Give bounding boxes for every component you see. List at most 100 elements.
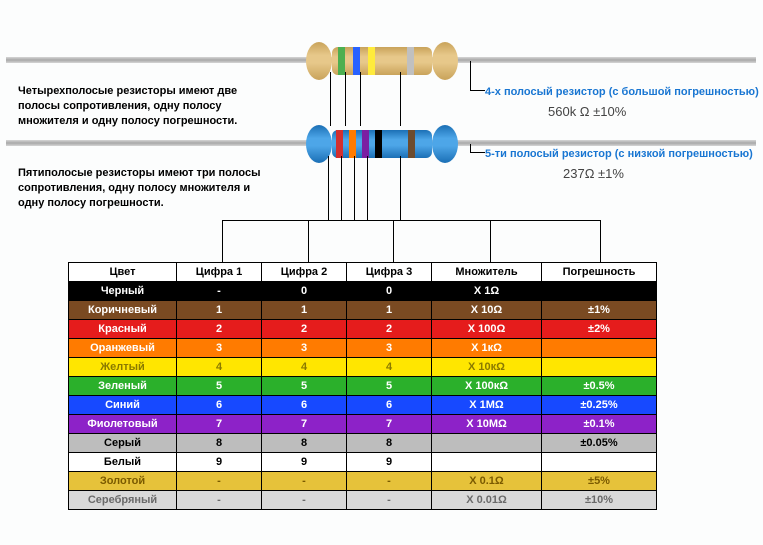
table-cell	[432, 453, 542, 472]
table-cell: Желтый	[69, 358, 177, 377]
table-cell: 9	[262, 453, 347, 472]
conn-line	[341, 156, 342, 220]
table-cell: ±5%	[542, 472, 657, 491]
table-row: Фиолетовый777X 10MΩ±0.1%	[69, 415, 657, 434]
table-cell: -	[177, 491, 262, 510]
conn-line	[360, 72, 361, 126]
table-row: Желтый444X 10кΩ	[69, 358, 657, 377]
table-cell: Зеленый	[69, 377, 177, 396]
table-row: Черный-00X 1Ω	[69, 282, 657, 301]
table-cell: X 100Ω	[432, 320, 542, 339]
table-cell: 2	[262, 320, 347, 339]
table-cell: ±0.1%	[542, 415, 657, 434]
table-cell: -	[177, 282, 262, 301]
table-row: Синий666X 1MΩ±0.25%	[69, 396, 657, 415]
table-cell: 0	[262, 282, 347, 301]
conn-line	[222, 220, 223, 262]
value-4band: 560k Ω ±10%	[548, 104, 626, 119]
conn-line	[470, 144, 471, 152]
table-cell: 6	[177, 396, 262, 415]
table-cell	[432, 434, 542, 453]
table-cell: 1	[347, 301, 432, 320]
table-cell: Серебряный	[69, 491, 177, 510]
conn-line	[400, 156, 401, 220]
table-cell: 5	[177, 377, 262, 396]
table-cell: Коричневый	[69, 301, 177, 320]
conn-line	[470, 152, 485, 153]
table-row: Серебряный---X 0.01Ω±10%	[69, 491, 657, 510]
conn-line	[308, 220, 309, 262]
table-cell: 3	[177, 339, 262, 358]
conn-line	[600, 220, 601, 262]
conn-line	[345, 72, 346, 126]
table-cell: ±0.5%	[542, 377, 657, 396]
table-cell: 7	[347, 415, 432, 434]
table-cell: X 10кΩ	[432, 358, 542, 377]
table-cell: ±2%	[542, 320, 657, 339]
table-header-row: Цвет Цифра 1 Цифра 2 Цифра 3 Множитель П…	[69, 263, 657, 282]
resistor-4band	[306, 42, 458, 80]
table-cell	[542, 282, 657, 301]
table-cell: -	[347, 491, 432, 510]
table-cell: Серый	[69, 434, 177, 453]
table-cell: 2	[347, 320, 432, 339]
table-cell: 8	[177, 434, 262, 453]
desc-5band: Пятиполосые резисторы имеют три полосы с…	[18, 166, 278, 211]
table-cell: 4	[262, 358, 347, 377]
table-cell: -	[262, 491, 347, 510]
conn-line	[367, 156, 368, 220]
conn-line	[393, 220, 394, 262]
table-row: Красный222X 100Ω±2%	[69, 320, 657, 339]
table-cell: 8	[262, 434, 347, 453]
table-cell: 0	[347, 282, 432, 301]
table-cell	[542, 453, 657, 472]
table-cell: 5	[262, 377, 347, 396]
table-cell: X 0.1Ω	[432, 472, 542, 491]
table-cell: ±0.25%	[542, 396, 657, 415]
table-row: Белый999	[69, 453, 657, 472]
table-cell: ±1%	[542, 301, 657, 320]
th-d2: Цифра 2	[262, 263, 347, 282]
th-color: Цвет	[69, 263, 177, 282]
table-cell: 7	[262, 415, 347, 434]
color-code-table: Цвет Цифра 1 Цифра 2 Цифра 3 Множитель П…	[68, 262, 657, 510]
table-cell: Черный	[69, 282, 177, 301]
table-cell: Оранжевый	[69, 339, 177, 358]
title-5band: 5-ти полосый резистор (с низкой погрешно…	[485, 148, 763, 160]
th-mult: Множитель	[432, 263, 542, 282]
table-cell: Фиолетовый	[69, 415, 177, 434]
table-cell: -	[262, 472, 347, 491]
conn-line	[400, 72, 401, 126]
table-row: Золотой---X 0.1Ω±5%	[69, 472, 657, 491]
table-cell: Белый	[69, 453, 177, 472]
value-5band: 237Ω ±1%	[563, 166, 624, 181]
table-cell: ±10%	[542, 491, 657, 510]
table-cell: X 10MΩ	[432, 415, 542, 434]
table-row: Зеленый555X 100кΩ±0.5%	[69, 377, 657, 396]
desc-4band: Четырехполосые резисторы имеют две полос…	[18, 84, 278, 129]
table-cell: X 1MΩ	[432, 396, 542, 415]
table-row: Коричневый111X 10Ω±1%	[69, 301, 657, 320]
table-cell: 1	[177, 301, 262, 320]
table-cell: X 1Ω	[432, 282, 542, 301]
table-cell: -	[347, 472, 432, 491]
conn-line	[330, 72, 331, 126]
table-cell: 3	[347, 339, 432, 358]
conn-line	[222, 220, 328, 221]
table-cell: Красный	[69, 320, 177, 339]
conn-line	[490, 220, 491, 262]
table-cell: 4	[347, 358, 432, 377]
table-cell: 2	[177, 320, 262, 339]
table-cell: 5	[347, 377, 432, 396]
table-cell: X 0.01Ω	[432, 491, 542, 510]
table-cell: 8	[347, 434, 432, 453]
table-cell	[542, 358, 657, 377]
conn-line	[470, 90, 485, 91]
th-tol: Погрешность	[542, 263, 657, 282]
table-cell: 7	[177, 415, 262, 434]
conn-line	[470, 61, 471, 90]
table-row: Серый888±0.05%	[69, 434, 657, 453]
table-cell: 4	[177, 358, 262, 377]
table-cell: 9	[177, 453, 262, 472]
table-cell: 6	[347, 396, 432, 415]
